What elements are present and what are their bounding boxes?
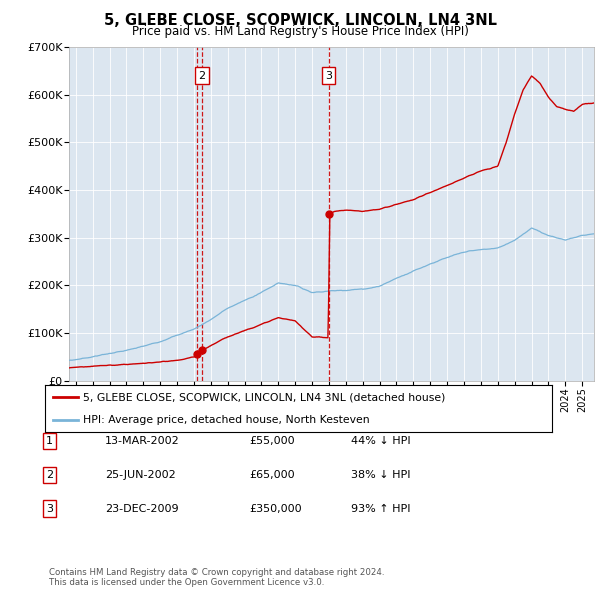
Text: Contains HM Land Registry data © Crown copyright and database right 2024.
This d: Contains HM Land Registry data © Crown c…: [49, 568, 385, 587]
Text: 44% ↓ HPI: 44% ↓ HPI: [351, 437, 410, 446]
Text: £65,000: £65,000: [249, 470, 295, 480]
Text: 13-MAR-2002: 13-MAR-2002: [105, 437, 180, 446]
Text: HPI: Average price, detached house, North Kesteven: HPI: Average price, detached house, Nort…: [83, 415, 370, 425]
Text: 3: 3: [46, 504, 53, 513]
Text: Price paid vs. HM Land Registry's House Price Index (HPI): Price paid vs. HM Land Registry's House …: [131, 25, 469, 38]
Text: 1: 1: [46, 437, 53, 446]
Text: 2: 2: [46, 470, 53, 480]
Text: 23-DEC-2009: 23-DEC-2009: [105, 504, 179, 513]
Text: 5, GLEBE CLOSE, SCOPWICK, LINCOLN, LN4 3NL (detached house): 5, GLEBE CLOSE, SCOPWICK, LINCOLN, LN4 3…: [83, 392, 445, 402]
Text: 25-JUN-2002: 25-JUN-2002: [105, 470, 176, 480]
Text: 2: 2: [199, 71, 206, 80]
Text: 38% ↓ HPI: 38% ↓ HPI: [351, 470, 410, 480]
Text: 5, GLEBE CLOSE, SCOPWICK, LINCOLN, LN4 3NL: 5, GLEBE CLOSE, SCOPWICK, LINCOLN, LN4 3…: [104, 13, 497, 28]
Text: 93% ↑ HPI: 93% ↑ HPI: [351, 504, 410, 513]
Text: 3: 3: [325, 71, 332, 80]
Text: £350,000: £350,000: [249, 504, 302, 513]
Text: £55,000: £55,000: [249, 437, 295, 446]
